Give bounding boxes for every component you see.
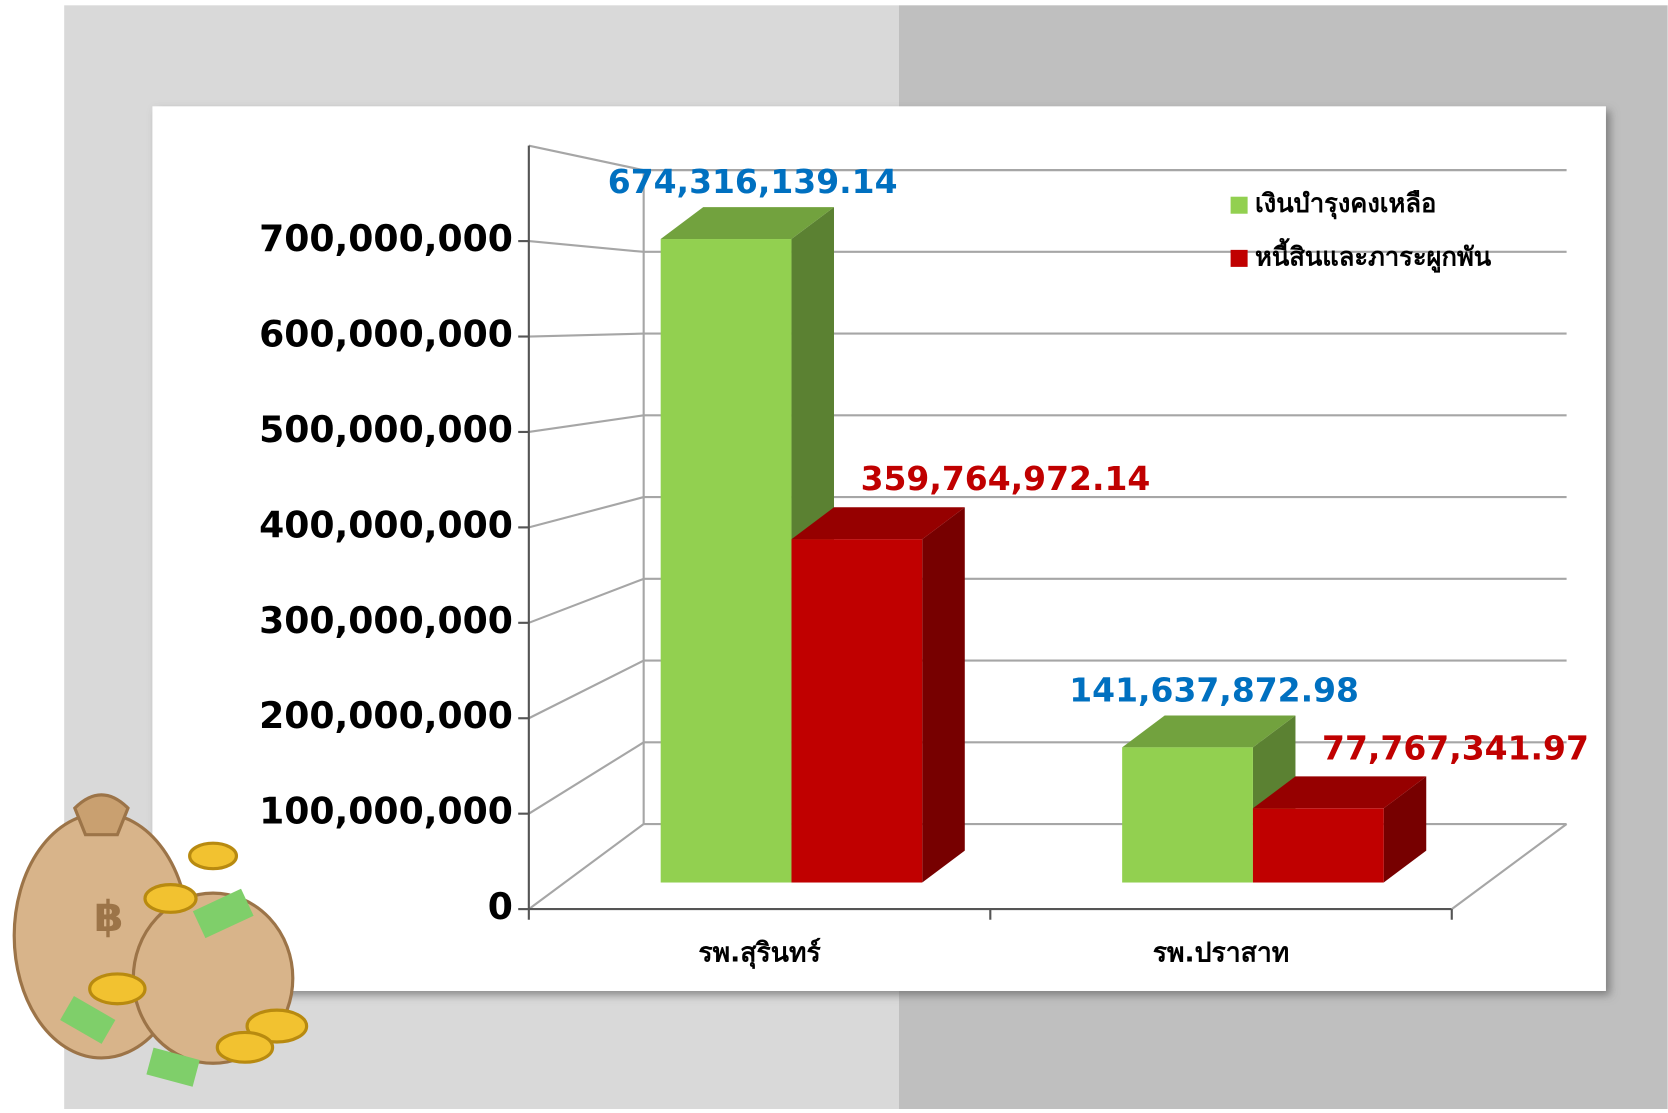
value-label: 674,316,139.14 (608, 162, 898, 201)
wall-grid-line (528, 240, 644, 253)
y-tick-label: 300,000,000 (259, 599, 513, 642)
wall-top (528, 144, 644, 172)
svg-text:฿: ฿ (94, 893, 124, 942)
floor-edge (1451, 823, 1568, 910)
legend-label: หนี้สินและภาระผูกพัน (1255, 237, 1492, 273)
value-label: 359,764,972.14 (861, 459, 1151, 498)
bar-top (660, 207, 834, 240)
plot: 0 100,000,000 200,000,000 300,000,000 400,00… (259, 144, 1589, 969)
wall-grid-line (528, 414, 644, 434)
wall-grid-line (528, 577, 645, 624)
y-tick-label: 700,000,000 (259, 217, 513, 260)
bar-top (1122, 715, 1296, 748)
wall-grid-line (528, 659, 645, 720)
bar-side (1383, 776, 1427, 883)
wall-grid-line (528, 496, 644, 529)
y-tick-label: 400,000,000 (259, 503, 513, 546)
y-tick-label: 500,000,000 (259, 408, 513, 451)
bar-top (1252, 776, 1427, 809)
legend-swatch (1230, 196, 1248, 214)
x-tick-label: รพ.สุรินทร์ (698, 937, 821, 969)
legend-label: เงินบำรุงคงเหลือ (1255, 189, 1436, 220)
value-label: 141,637,872.98 (1069, 671, 1359, 710)
bar-front (1252, 808, 1384, 883)
x-tick-label: รพ.ปราสาท (1153, 937, 1290, 968)
y-tick-label: 200,000,000 (259, 694, 513, 737)
bar-front (791, 539, 923, 883)
y-tick-label: 100,000,000 (259, 790, 513, 833)
bar (1252, 776, 1427, 883)
bar-front (660, 239, 792, 883)
y-tick-label: 600,000,000 (259, 313, 513, 356)
wall-grid-line (528, 823, 645, 910)
wall-grid-line (528, 332, 644, 338)
wall-grid-line (528, 741, 645, 815)
bar (791, 507, 965, 883)
bar-side (922, 507, 965, 883)
value-label: 77,767,341.97 (1322, 728, 1589, 767)
legend-swatch (1230, 249, 1248, 267)
bar-top (791, 507, 965, 540)
y-tick-label: 0 (488, 885, 513, 928)
bar-front (1122, 747, 1253, 883)
money-bags: ฿ (12, 793, 309, 1087)
